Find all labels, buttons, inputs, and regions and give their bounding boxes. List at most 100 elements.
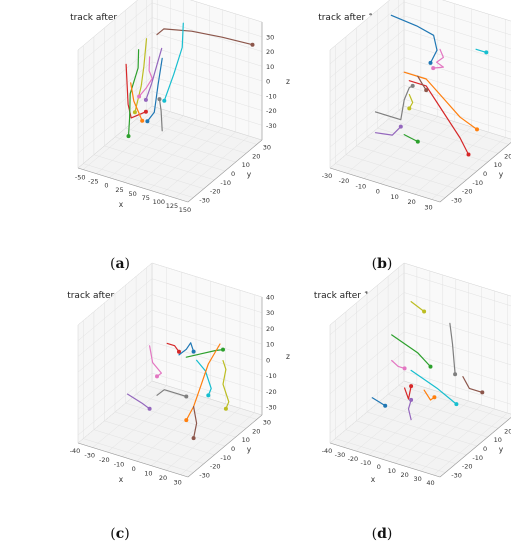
track-line: [158, 98, 163, 132]
track-series-6: [462, 376, 485, 395]
track-series-5: [132, 38, 148, 115]
track-series-4: [408, 80, 471, 157]
track-end-marker: [137, 94, 142, 99]
track-end-marker: [155, 374, 159, 379]
x-tick-label: 30: [424, 203, 432, 211]
track-end-marker: [402, 366, 407, 371]
subplot-d: track after 10,000 episodes-40-30-20-100…: [314, 262, 511, 542]
y-axis-line: [187, 139, 263, 203]
x-axis-line: [329, 167, 441, 203]
y-tick-label: 10: [494, 161, 502, 169]
y-tick-label: 20: [504, 427, 511, 435]
track-end-marker: [143, 97, 148, 102]
y-tick-label: 30: [263, 418, 271, 426]
y-tick-label: -30: [199, 197, 210, 205]
track-line: [134, 38, 148, 113]
track-end-marker: [132, 110, 137, 115]
track-series-9: [126, 393, 152, 411]
track-line: [138, 56, 153, 98]
grid-lines: [77, 0, 263, 203]
track-series-3: [391, 334, 433, 369]
track-end-marker: [475, 127, 479, 132]
track-line: [390, 14, 438, 64]
track-series-7: [423, 389, 437, 401]
track-series-10: [191, 406, 198, 441]
track-line: [163, 22, 184, 102]
track-end-marker: [428, 60, 433, 65]
track-line: [127, 49, 140, 137]
z-tick-label: -20: [266, 388, 277, 396]
track-series-10: [371, 397, 388, 408]
x-tick-label: 10: [391, 193, 399, 201]
subplot-caption: (d): [372, 526, 393, 542]
track-series-8: [145, 57, 163, 124]
x-tick-label: 20: [401, 471, 409, 479]
track-end-marker: [221, 347, 225, 352]
x-tick-label: 10: [144, 470, 152, 478]
track-series-9: [407, 397, 414, 421]
x-tick-label: 75: [142, 194, 150, 202]
track-end-marker: [177, 349, 181, 354]
track-series-6: [184, 343, 221, 423]
y-tick-label: -10: [472, 179, 483, 187]
track-line: [185, 349, 224, 358]
track-line: [222, 360, 230, 410]
y-tick-label: -30: [199, 472, 210, 480]
track-end-marker: [422, 309, 427, 314]
x-tick-label: 20: [407, 198, 415, 206]
z-tick-label: 10: [266, 341, 274, 349]
track-end-marker: [428, 364, 433, 369]
x-tick-label: -10: [114, 461, 125, 469]
x-axis-line: [77, 167, 189, 203]
x-tick-label: -20: [99, 456, 110, 464]
track-series-1: [390, 14, 438, 65]
track-line: [403, 71, 478, 130]
y-axis-label: y: [499, 170, 504, 179]
track-series-7: [149, 345, 162, 379]
z-tick-label: -30: [266, 122, 277, 130]
track-end-marker: [157, 97, 162, 102]
track-end-marker: [145, 119, 150, 124]
track-line: [146, 57, 163, 122]
track-end-marker: [480, 390, 485, 395]
track-series-3: [178, 342, 196, 356]
y-tick-label: 30: [263, 143, 271, 151]
track-end-marker: [147, 406, 152, 411]
track-line: [185, 343, 221, 421]
track-line: [196, 359, 212, 396]
x-tick-label: 0: [377, 463, 381, 471]
track-line: [156, 28, 254, 46]
track-line: [193, 406, 198, 439]
x-tick-label: 150: [179, 206, 191, 214]
y-tick-label: 20: [252, 152, 260, 160]
track-line: [371, 397, 386, 407]
track-series-4: [391, 359, 407, 371]
track-line: [410, 369, 457, 405]
track-series-5: [410, 369, 459, 407]
track-end-marker: [383, 403, 388, 408]
track-line: [410, 301, 425, 313]
track-line: [408, 93, 414, 110]
y-axis-line: [439, 142, 511, 203]
track-series-1: [166, 342, 181, 354]
x-tick-label: -10: [356, 182, 367, 190]
y-tick-label: -20: [462, 188, 473, 196]
track-series-9: [143, 47, 163, 102]
y-tick-label: -10: [220, 454, 231, 462]
track-end-marker: [454, 402, 459, 407]
track-series-10: [417, 75, 429, 93]
track-series-6: [137, 56, 153, 99]
y-tick-label: 0: [483, 170, 487, 178]
track-end-marker: [431, 66, 436, 71]
y-tick-label: -20: [210, 463, 221, 471]
y-tick-label: 10: [242, 436, 250, 444]
y-tick-label: 0: [483, 445, 487, 453]
z-axis-label: z: [286, 352, 290, 361]
track-series-10: [157, 97, 163, 132]
x-tick-label: -30: [84, 452, 95, 460]
y-tick-label: -30: [451, 197, 462, 205]
track-end-marker: [424, 88, 429, 93]
z-tick-label: 40: [266, 294, 274, 302]
grid-lines: [77, 262, 263, 475]
